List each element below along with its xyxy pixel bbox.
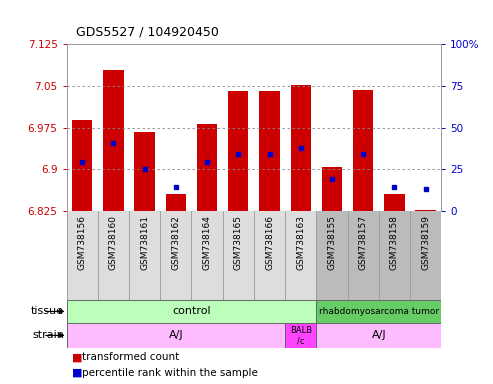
Text: GSM738156: GSM738156 [78,215,87,270]
Text: tissue: tissue [31,306,64,316]
Bar [384,194,405,211]
Bar [290,85,311,211]
Bar [322,167,342,211]
Text: rhabdomyosarcoma tumor: rhabdomyosarcoma tumor [319,307,439,316]
Bar [103,70,124,211]
Bar [67,323,285,348]
Text: ■: ■ [71,367,82,378]
Text: control: control [172,306,211,316]
Text: strain: strain [32,330,64,341]
Bar [353,90,373,211]
Bar [259,91,280,211]
Bar [317,300,441,323]
Bar [317,211,441,300]
Bar [416,210,436,211]
Text: GSM738161: GSM738161 [140,215,149,270]
Text: GSM738159: GSM738159 [421,215,430,270]
Text: GDS5527 / 104920450: GDS5527 / 104920450 [76,25,219,38]
Text: GSM738165: GSM738165 [234,215,243,270]
Bar [67,211,317,300]
Text: BALB
/c: BALB /c [290,326,312,345]
Text: GSM738155: GSM738155 [327,215,336,270]
Text: A/J: A/J [169,330,183,341]
Bar [72,121,92,211]
Text: GSM738166: GSM738166 [265,215,274,270]
Bar [135,132,155,211]
Bar [197,124,217,211]
Bar [67,300,317,323]
Text: A/J: A/J [372,330,386,341]
Bar [166,194,186,211]
Text: GSM738164: GSM738164 [203,215,211,270]
Bar [317,323,441,348]
Text: GSM738163: GSM738163 [296,215,305,270]
Text: GSM738157: GSM738157 [359,215,368,270]
Text: GSM738158: GSM738158 [390,215,399,270]
Bar [228,91,248,211]
Text: transformed count: transformed count [82,352,179,362]
Text: GSM738160: GSM738160 [109,215,118,270]
Bar [285,323,317,348]
Text: percentile rank within the sample: percentile rank within the sample [82,367,258,378]
Text: GSM738162: GSM738162 [172,215,180,270]
Text: ■: ■ [71,352,82,362]
